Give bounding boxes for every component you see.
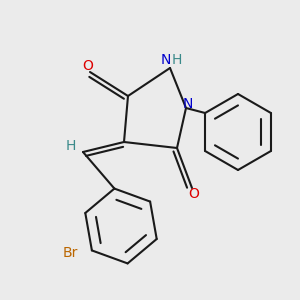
Text: N: N: [183, 97, 193, 111]
Text: Br: Br: [62, 246, 78, 260]
Text: H: H: [172, 53, 182, 67]
Text: N: N: [161, 53, 171, 67]
Text: O: O: [189, 187, 200, 201]
Text: O: O: [82, 59, 93, 73]
Text: H: H: [66, 139, 76, 153]
